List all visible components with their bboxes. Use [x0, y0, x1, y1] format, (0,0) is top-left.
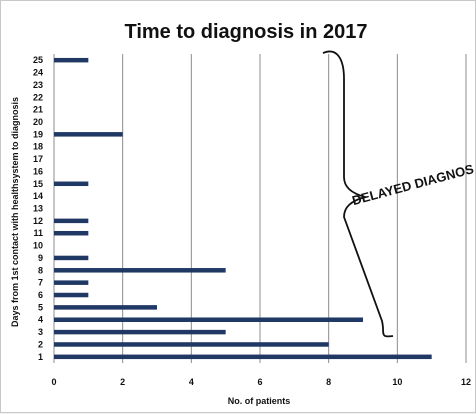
x-tick-label-12: 12 — [461, 377, 471, 387]
bar-day-12 — [54, 218, 89, 224]
y-tick-label-23: 23 — [33, 80, 43, 90]
y-tick-label-11: 11 — [33, 228, 43, 238]
y-tick-label-4: 4 — [38, 315, 43, 325]
y-tick-label-15: 15 — [33, 179, 43, 189]
x-tick-labels: 0 2 4 6 8 10 12 — [51, 377, 471, 387]
bar-day-25 — [54, 57, 89, 63]
bar-day-7 — [54, 280, 89, 285]
bar-day-15 — [54, 181, 89, 187]
y-tick-label-14: 14 — [33, 191, 43, 201]
y-tick-label-22: 22 — [33, 92, 43, 102]
y-tick-label-9: 9 — [38, 253, 43, 263]
y-tick-label-3: 3 — [38, 327, 43, 337]
x-tick-label-4: 4 — [189, 377, 194, 387]
y-tick-label-7: 7 — [38, 278, 43, 288]
bar-day-11 — [54, 230, 89, 236]
bar-day-3 — [54, 329, 226, 335]
bar-day-6 — [54, 292, 89, 298]
y-tick-label-18: 18 — [33, 142, 43, 152]
y-tick-label-17: 17 — [33, 154, 43, 164]
y-tick-label-13: 13 — [33, 204, 43, 214]
x-tick-label-10: 10 — [392, 377, 402, 387]
bar-day-2 — [54, 342, 329, 347]
grid-lines — [53, 54, 467, 363]
y-tick-label-16: 16 — [33, 166, 43, 176]
bar-day-4 — [54, 317, 363, 322]
x-tick-label-8: 8 — [326, 377, 331, 387]
y-tick-label-5: 5 — [38, 302, 43, 312]
y-tick-label-20: 20 — [33, 117, 43, 127]
delayed-brace — [322, 50, 394, 338]
y-axis-label: Days from 1st contact with healthsystem … — [10, 97, 20, 327]
y-tick-label-19: 19 — [33, 129, 43, 139]
y-tick-label-1: 1 — [38, 352, 43, 362]
bar-day-8 — [54, 268, 226, 273]
x-axis-label: No. of patients — [228, 396, 291, 406]
bar-day-5 — [54, 305, 157, 310]
bars — [54, 57, 432, 360]
y-tick-label-24: 24 — [33, 68, 43, 78]
y-tick-label-12: 12 — [33, 216, 43, 226]
y-tick-label-6: 6 — [38, 290, 43, 300]
x-tick-label-2: 2 — [120, 377, 125, 387]
y-tick-labels: 1234567891011121314151617181920212223242… — [33, 55, 43, 362]
y-tick-label-8: 8 — [38, 265, 43, 275]
bar-day-1 — [54, 354, 432, 360]
bar-day-19 — [54, 132, 123, 137]
chart-title: Time to diagnosis in 2017 — [124, 21, 367, 43]
y-tick-label-25: 25 — [33, 55, 43, 65]
x-tick-label-0: 0 — [51, 377, 56, 387]
y-tick-label-21: 21 — [33, 105, 43, 115]
y-tick-label-10: 10 — [33, 241, 43, 251]
x-tick-label-6: 6 — [257, 377, 262, 387]
delayed-annotation: DELAYED DIAGNOS — [350, 161, 475, 208]
y-tick-label-2: 2 — [38, 339, 43, 349]
bar-day-9 — [54, 255, 89, 261]
